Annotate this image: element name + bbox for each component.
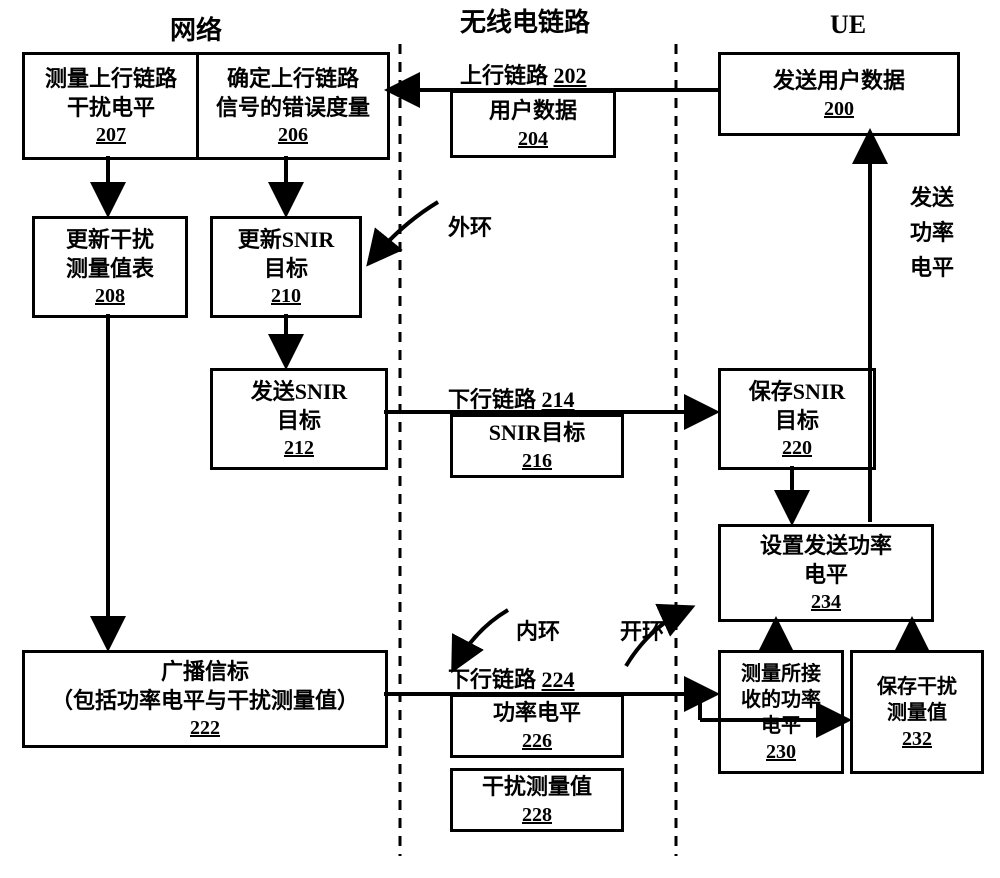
box-ref: 206 <box>278 124 308 147</box>
box-ref: 232 <box>902 728 932 751</box>
box-send-snir-target: 发送SNIR目标 212 <box>210 368 388 470</box>
box-title: 确定上行链路信号的错误度量 <box>216 65 370 122</box>
box-title: SNIR目标 <box>489 419 586 448</box>
box-ref: 200 <box>824 98 854 121</box>
box-ref: 226 <box>522 730 552 753</box>
box-ref: 212 <box>284 437 314 460</box>
box-title: 干扰测量值 <box>482 773 592 802</box>
box-ref: 228 <box>522 804 552 827</box>
label-downlink-214: 下行链路 214 <box>448 382 575 414</box>
box-update-interf-table: 更新干扰测量值表 208 <box>32 216 188 318</box>
label-downlink-224: 下行链路 224 <box>448 662 575 694</box>
box-ref: 234 <box>811 591 841 614</box>
box-power-level: 功率电平 226 <box>450 694 624 758</box>
box-save-snir-target: 保存SNIR目标 220 <box>718 368 876 470</box>
box-broadcast-beacon: 广播信标（包括功率电平与干扰测量值） 222 <box>22 650 388 748</box>
box-title: 发送SNIR目标 <box>251 378 348 435</box>
box-set-tx-power: 设置发送功率电平 234 <box>718 524 934 622</box>
box-ref: 230 <box>766 741 796 764</box>
box-title: 功率电平 <box>493 699 581 728</box>
box-ref: 208 <box>95 285 125 308</box>
header-ue: UE <box>830 10 866 40</box>
label-uplink: 上行链路 202 <box>460 58 587 90</box>
box-title: 更新干扰测量值表 <box>66 226 154 283</box>
box-user-data: 用户数据 204 <box>450 90 616 158</box>
box-title: 测量上行链路干扰电平 <box>45 65 177 122</box>
box-measure-uplink-interf: 测量上行链路干扰电平 207 <box>22 52 200 160</box>
box-title: 保存干扰测量值 <box>877 674 957 726</box>
label-inner-loop: 内环 <box>516 614 560 646</box>
box-save-interf-meas: 保存干扰测量值 232 <box>850 650 984 774</box>
box-title: 用户数据 <box>489 97 577 126</box>
box-ref: 210 <box>271 285 301 308</box>
box-title: 保存SNIR目标 <box>749 378 846 435</box>
box-ref: 222 <box>190 717 220 740</box>
box-title: 更新SNIR目标 <box>238 226 335 283</box>
box-interf-measure: 干扰测量值 228 <box>450 768 624 832</box>
box-ref: 216 <box>522 450 552 473</box>
box-send-user-data: 发送用户数据 200 <box>718 52 960 136</box>
box-title: 广播信标（包括功率电平与干扰测量值） <box>51 658 359 715</box>
box-title: 设置发送功率电平 <box>760 532 892 589</box>
label-open-loop: 开环 <box>620 614 664 646</box>
box-title: 发送用户数据 <box>773 67 905 96</box>
box-update-snir-target: 更新SNIR目标 210 <box>210 216 362 318</box>
box-ref: 204 <box>518 128 548 151</box>
box-snir-target: SNIR目标 216 <box>450 414 624 478</box>
header-network: 网络 <box>170 10 222 47</box>
box-title: 测量所接收的功率电平 <box>741 661 821 739</box>
box-ref: 207 <box>96 124 126 147</box>
header-radio-link: 无线电链路 <box>460 2 590 39</box>
label-tx-power: 发送功率电平 <box>910 180 954 286</box>
box-ref: 220 <box>782 437 812 460</box>
box-measure-rx-power: 测量所接收的功率电平 230 <box>718 650 844 774</box>
label-outer-loop: 外环 <box>448 210 492 242</box>
box-determine-error-metric: 确定上行链路信号的错误度量 206 <box>196 52 390 160</box>
